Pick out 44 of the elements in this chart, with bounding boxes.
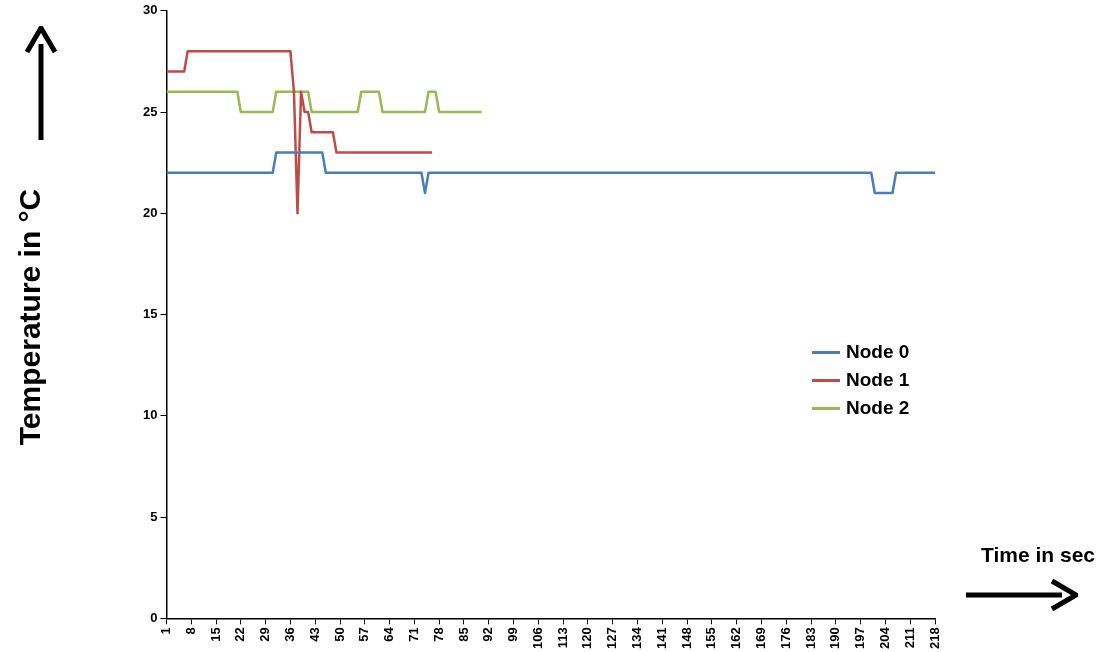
legend-label: Node 1: [846, 369, 910, 391]
x-tick-label: 43: [306, 627, 322, 642]
x-tick-label: 57: [356, 627, 372, 642]
x-tick-label: 8: [182, 627, 198, 635]
x-tick-label: 113: [554, 627, 570, 649]
x-tick-label: 92: [480, 627, 496, 642]
x-tick-label: 218: [926, 627, 942, 650]
x-tick-label: 71: [405, 627, 421, 642]
x-tick-label: 106: [529, 627, 545, 650]
x-tick-label: 204: [876, 626, 892, 650]
x-tick-label: 141: [653, 627, 669, 650]
x-tick-label: 162: [728, 627, 744, 650]
legend-label: Node 2: [846, 397, 910, 419]
x-tick-label: 190: [827, 627, 843, 650]
x-tick-label: 15: [207, 627, 223, 642]
x-tick-label: 148: [678, 627, 694, 650]
y-tick-label: 30: [142, 2, 158, 18]
y-tick-label: 15: [142, 306, 158, 322]
x-tick-label: 155: [703, 627, 719, 650]
x-tick-label: 134: [629, 626, 645, 650]
x-tick-label: 176: [777, 627, 793, 650]
x-tick-label: 197: [852, 627, 868, 650]
x-tick-label: 1: [158, 627, 174, 635]
y-axis-title: Temperature in °C: [13, 187, 47, 448]
x-tick-label: 120: [579, 627, 595, 650]
x-tick-label: 85: [455, 627, 471, 642]
legend-label: Node 0: [846, 341, 910, 363]
x-tick-label: 36: [282, 627, 297, 642]
y-tick-label: 10: [142, 407, 158, 423]
x-tick-label: 127: [604, 627, 620, 650]
y-tick-label: 0: [150, 609, 158, 625]
x-tick-label: 169: [753, 627, 769, 650]
x-tick-label: 22: [232, 627, 248, 642]
x-tick-label: 78: [430, 627, 446, 642]
x-tick-label: 29: [257, 627, 273, 642]
x-tick-label: 211: [901, 627, 917, 649]
y-tick-label: 25: [142, 103, 158, 119]
x-tick-label: 64: [381, 626, 397, 642]
x-axis-title: Time in sec: [980, 543, 1095, 567]
y-tick-label: 20: [142, 204, 158, 220]
x-tick-label: 99: [505, 627, 521, 642]
x-tick-label: 50: [331, 627, 347, 642]
x-tick-label: 183: [802, 627, 818, 650]
y-tick-label: 5: [150, 508, 158, 524]
